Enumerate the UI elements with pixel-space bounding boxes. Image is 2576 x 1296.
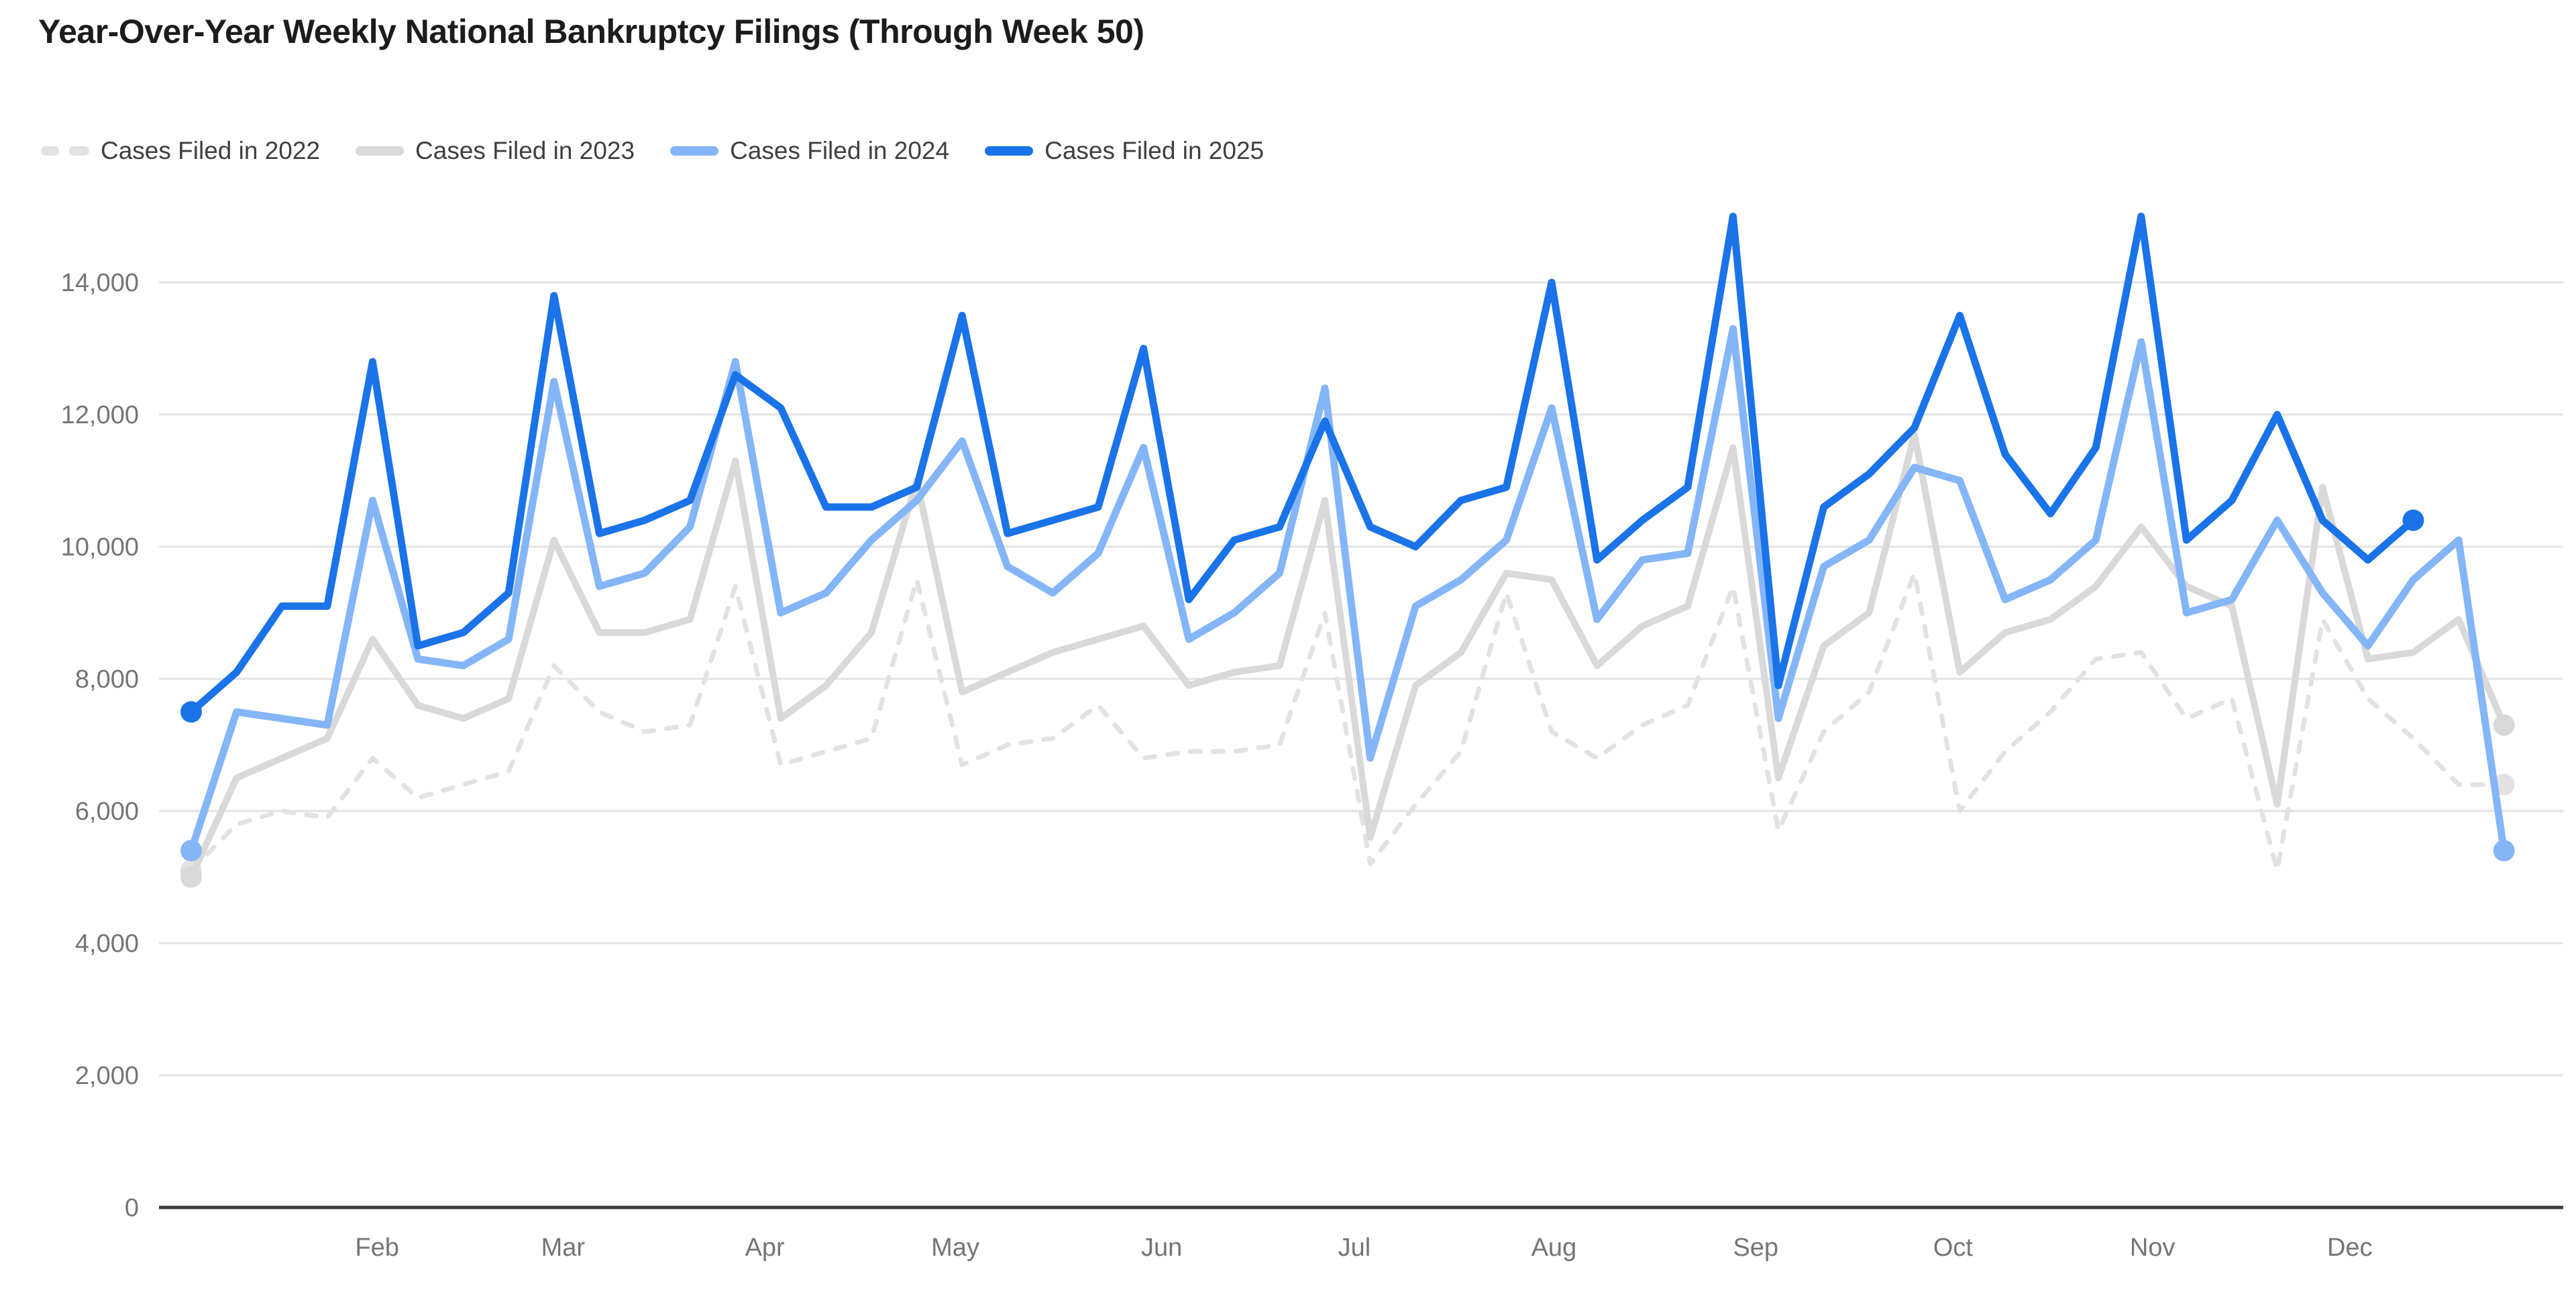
series-endpoint-dot-2024[interactable] — [2493, 840, 2515, 862]
x-axis-month-label: Feb — [355, 1234, 398, 1262]
legend-swatch-2022 — [41, 146, 89, 156]
y-grid: 0 2,000 4,000 6,000 8,000 10,000 12,000 14,000 — [61, 269, 2563, 1222]
y-axis-tick-label: 0 — [125, 1194, 139, 1222]
legend-label-2022: Cases Filed in 2022 — [101, 137, 321, 164]
chart-legend: Cases Filed in 2022 Cases Filed in 2023 Ca… — [40, 137, 1264, 165]
x-axis-month-label: Dec — [2327, 1234, 2373, 1262]
series-endpoint-dot-2025[interactable] — [180, 701, 202, 723]
legend-swatch-2023 — [356, 146, 405, 156]
legend-label-2023: Cases Filed in 2023 — [415, 137, 635, 164]
x-axis-month-label: May — [931, 1234, 979, 1262]
series-line-2024[interactable] — [187, 325, 2508, 855]
x-axis-month-label: Sep — [1733, 1234, 1778, 1262]
series-endpoint-dot-2023[interactable] — [2493, 714, 2515, 736]
chart-title: Year-Over-Year Weekly National Bankruptc… — [38, 13, 1144, 50]
series-endpoint-dot-2023[interactable] — [180, 866, 202, 888]
legend-item-2025[interactable]: Cases Filed in 2025 — [984, 137, 1264, 165]
x-axis-month-label: Jun — [1141, 1234, 1182, 1262]
y-axis-tick-label: 2,000 — [75, 1062, 139, 1090]
series-endpoint-dot-2025[interactable] — [2402, 509, 2424, 531]
y-axis-tick-label: 14,000 — [61, 269, 139, 297]
y-axis-tick-label: 6,000 — [75, 798, 139, 826]
x-axis-month-label: Aug — [1532, 1234, 1577, 1262]
series-2024 — [180, 325, 2515, 862]
y-axis-tick-label: 12,000 — [61, 401, 139, 429]
x-axis-month-labels: Feb Mar Apr May Jun Jul Aug Sep Oct Nov Dec — [355, 1234, 2372, 1262]
series-endpoint-dot-2024[interactable] — [180, 840, 202, 862]
legend-item-2024[interactable]: Cases Filed in 2024 — [669, 137, 949, 165]
x-axis-month-label: Mar — [541, 1234, 586, 1262]
y-axis-tick-label: 8,000 — [75, 665, 139, 694]
x-axis-month-label: Nov — [2130, 1234, 2176, 1262]
series-line-2022[interactable] — [189, 570, 2507, 873]
x-axis-month-label: Oct — [1933, 1234, 1974, 1262]
legend-label-2024: Cases Filed in 2024 — [730, 137, 950, 164]
x-axis-month-label: Jul — [1338, 1234, 1371, 1262]
legend-label-2025: Cases Filed in 2025 — [1044, 137, 1265, 164]
series-2023 — [180, 431, 2515, 888]
y-axis-tick-label: 10,000 — [61, 533, 139, 561]
series-2025 — [180, 213, 2424, 723]
series-line-2023[interactable] — [188, 431, 2508, 881]
legend-swatch-2025 — [985, 146, 1034, 156]
series-line-2025[interactable] — [187, 213, 2417, 716]
legend-item-2022[interactable]: Cases Filed in 2022 — [40, 137, 320, 165]
y-axis-tick-label: 4,000 — [75, 930, 139, 958]
legend-swatch-2024 — [670, 146, 719, 156]
x-axis-month-label: Apr — [745, 1234, 785, 1262]
legend-item-2023[interactable]: Cases Filed in 2023 — [355, 137, 635, 165]
